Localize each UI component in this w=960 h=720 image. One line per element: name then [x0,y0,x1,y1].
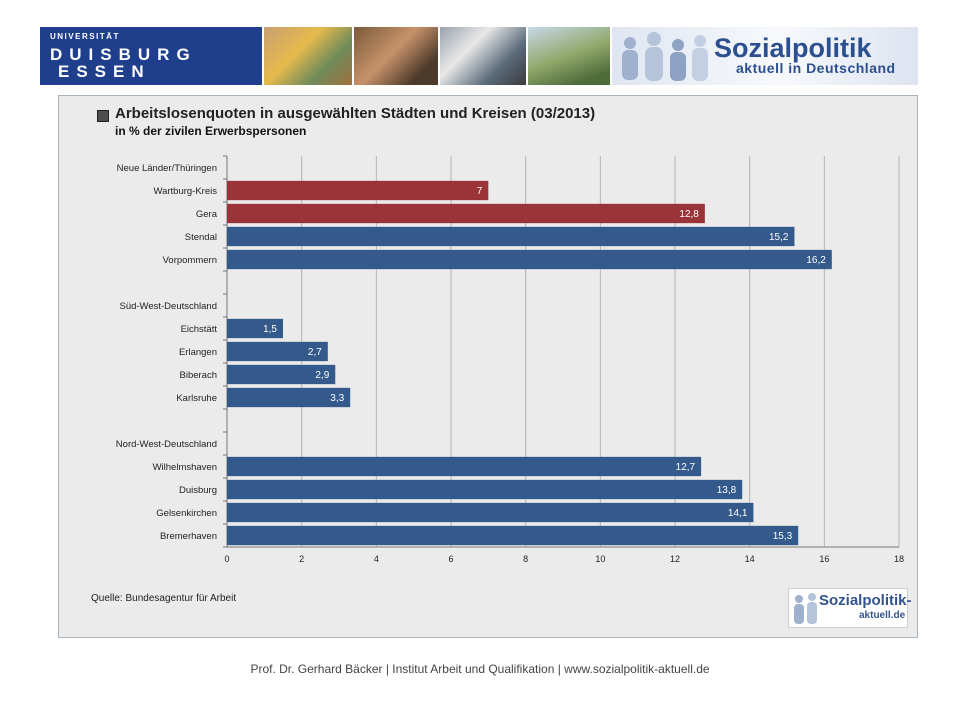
university-logo: UNIVERSITÄT DUISBURG ESSEN [40,27,262,85]
bar [227,502,754,523]
university-logo-line3: ESSEN [58,62,151,81]
people-silhouettes-icon [622,32,708,81]
data-label: 12,8 [679,209,699,220]
chart-source: Quelle: Bundesagentur für Arbeit [91,593,237,604]
chart-subtitle: in % der zivilen Erwerbspersonen [115,124,307,138]
data-label: 2,9 [315,370,329,381]
category-label: Gera [196,209,218,220]
sozialpolitik-logo: Sozialpolitik aktuell in Deutschland [612,27,918,85]
sozialpolitik-small-logo: Sozialpolitik- aktuell.de [788,588,912,628]
bar [227,479,743,500]
x-tick-label: 0 [224,554,229,564]
category-label: Gelsenkirchen [156,508,217,519]
header-banner: UNIVERSITÄT DUISBURG ESSEN Sozialpolitik… [40,27,918,85]
category-label: Stendal [185,232,217,243]
data-label: 1,5 [263,324,277,335]
x-tick-label: 14 [745,554,755,564]
bar [227,387,351,408]
category-label: Wartburg-Kreis [153,186,217,197]
legend-square-icon [97,110,109,122]
data-label: 3,3 [330,393,344,404]
x-tick-label: 10 [595,554,605,564]
category-label: Nord-West-Deutschland [116,439,217,450]
data-label: 7 [477,186,483,197]
category-label: Neue Länder/Thüringen [117,163,217,174]
chart-title: Arbeitslosenquoten in ausgewählten Städt… [115,105,596,122]
small-logo-line2: aktuell.de [859,610,906,621]
footer-credits: Prof. Dr. Gerhard Bäcker | Institut Arbe… [250,662,710,676]
x-tick-label: 18 [894,554,904,564]
x-tick-label: 6 [448,554,453,564]
people-silhouettes-icon [794,593,817,624]
data-label: 2,7 [308,347,322,358]
data-label: 15,3 [773,531,793,542]
x-tick-label: 2 [299,554,304,564]
category-label: Duisburg [179,485,217,496]
bar [227,364,336,385]
data-label: 14,1 [728,508,748,519]
category-label: Süd-West-Deutschland [119,301,217,312]
data-label: 15,2 [769,232,789,243]
bar [227,203,705,224]
banner-photo-cards [264,27,352,85]
university-logo-line1: UNIVERSITÄT [50,32,120,41]
chart-panel: 0 2 4 6 8 10 12 14 16 18 Neue Länder/Thüringen Wart… [58,95,918,638]
data-label: 12,7 [676,462,696,473]
banner-photo-hands [354,27,438,85]
small-logo-line1: Sozialpolitik- [819,592,912,609]
bar [227,226,795,247]
bar-chart: 0 2 4 6 8 10 12 14 16 18 Neue Länder/Thüringen Wart… [116,155,904,564]
banner-photo-workers [440,27,526,85]
data-label: 13,8 [717,485,737,496]
category-label: Erlangen [179,347,217,358]
university-logo-line2: DUISBURG [50,45,197,64]
x-tick-label: 4 [374,554,379,564]
bar [227,525,799,546]
bar [227,180,489,201]
category-label: Bremerhaven [160,531,217,542]
category-label: Eichstätt [181,324,218,335]
sozialpolitik-logo-subtitle: aktuell in Deutschland [736,60,896,76]
bar [227,318,283,339]
category-label: Wilhelmshaven [153,462,217,473]
bar [227,249,832,270]
category-label: Biberach [180,370,218,381]
banner-photo-walkers [528,27,610,85]
category-label: Vorpommern [163,255,217,266]
category-label: Karlsruhe [176,393,217,404]
bar [227,341,328,362]
sozialpolitik-logo-title: Sozialpolitik [714,33,872,63]
x-tick-label: 8 [523,554,528,564]
bar [227,456,702,477]
data-label: 16,2 [806,255,826,266]
x-tick-label: 16 [819,554,829,564]
x-tick-label: 12 [670,554,680,564]
